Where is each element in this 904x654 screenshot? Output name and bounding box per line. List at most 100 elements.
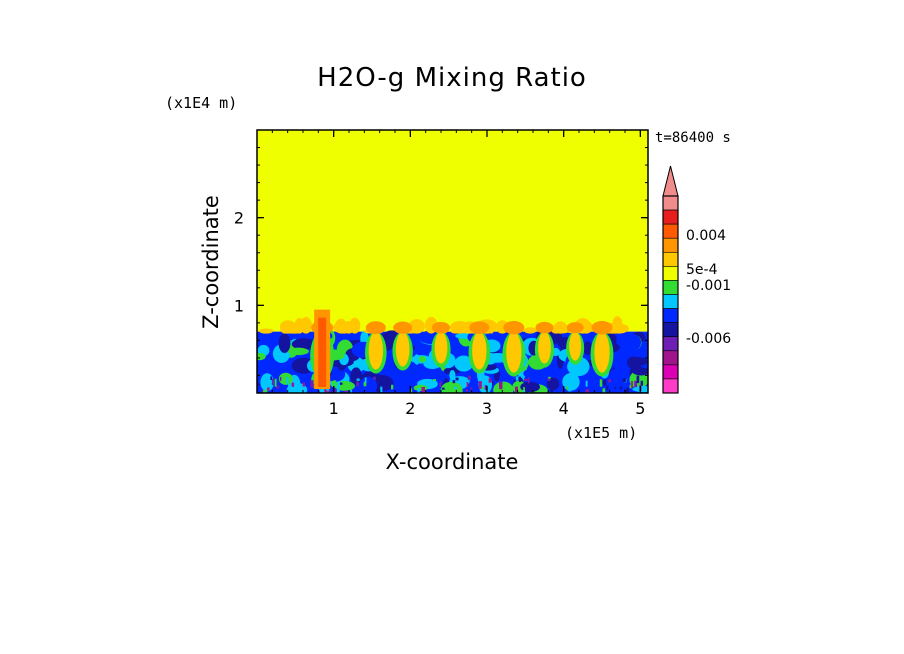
field-cell: [267, 387, 270, 391]
field-cell: [626, 387, 629, 393]
x-tick-label: 1: [329, 399, 339, 418]
colorbar-segment: [662, 195, 679, 211]
field-cell: [611, 369, 624, 389]
field-cell: [452, 380, 456, 384]
colorbar-frame: [662, 195, 679, 394]
plume-core: [368, 331, 384, 370]
field-cell: [454, 355, 474, 372]
field-cell: [602, 380, 605, 385]
field-cell: [286, 376, 289, 385]
field-cell: [425, 379, 429, 385]
field-cell: [614, 386, 617, 389]
field-cell: [499, 383, 503, 390]
plume-cap: [535, 321, 554, 334]
field-cell: [418, 355, 427, 363]
x-axis-label: X-coordinate: [386, 450, 519, 474]
field-cell: [409, 388, 413, 393]
cap-cell: [579, 320, 593, 334]
field-cell: [619, 386, 622, 390]
plume-cap: [365, 321, 386, 335]
plume-core: [472, 331, 487, 370]
field-cell: [433, 379, 437, 382]
cap-cell: [552, 328, 570, 334]
colorbar-segment: [662, 294, 679, 309]
plume-tower-core: [318, 317, 327, 387]
field-cell: [417, 387, 420, 393]
field-cell: [636, 375, 640, 384]
cap-cell: [608, 323, 629, 334]
colorbar-segment: [662, 209, 679, 225]
time-label: t=86400 s: [655, 130, 731, 146]
field-cell: [439, 381, 442, 388]
x-tick-label: 4: [559, 399, 569, 418]
plume-cap: [469, 321, 490, 335]
colorbar-segment: [662, 336, 679, 352]
field-cell: [350, 389, 353, 393]
field-cell: [291, 382, 295, 387]
field-cell: [501, 384, 505, 393]
plume-cap: [591, 320, 613, 335]
field-cell: [302, 382, 305, 387]
x-scale-label: (x1E5 m): [565, 424, 637, 442]
plume-cap: [432, 321, 450, 334]
colorbar-segment: [662, 378, 679, 394]
field-cell: [336, 385, 340, 393]
field-cell: [602, 388, 606, 393]
field-cell: [466, 381, 469, 388]
field-cell: [271, 378, 274, 386]
field-cell: [523, 369, 535, 378]
field-cell: [626, 356, 640, 369]
field-cell: [274, 378, 277, 387]
field-cell: [257, 383, 261, 386]
cap-cell: [258, 328, 274, 334]
plume-cap: [566, 322, 584, 334]
field-cell: [260, 373, 274, 392]
field-cell: [478, 381, 482, 389]
cap-cell: [342, 320, 355, 334]
field-cell: [585, 389, 589, 393]
field-cell: [339, 382, 343, 385]
field-cell: [333, 388, 337, 393]
colorbar: 0.004 5e-4-0.001 -0.006: [662, 165, 731, 394]
field-cell: [515, 376, 519, 381]
cap-cell: [450, 329, 461, 334]
field-cell: [328, 389, 331, 393]
field-cell: [422, 380, 426, 386]
field-cell: [455, 377, 459, 381]
field-cell: [515, 386, 518, 393]
field-cell: [263, 390, 267, 393]
field-cell: [287, 347, 309, 356]
x-tick-label: 2: [405, 399, 415, 418]
field-cell: [359, 376, 378, 393]
plume-core: [538, 331, 551, 364]
colorbar-segment: [662, 280, 679, 295]
field-cell: [278, 372, 293, 385]
field-cell: [391, 384, 394, 390]
field-cell: [449, 370, 456, 381]
field-cell: [547, 378, 551, 381]
y-axis-label: Z-coordinate: [199, 195, 223, 329]
field-cell: [356, 378, 360, 381]
field-cell: [629, 384, 633, 389]
field-cell: [548, 376, 551, 380]
y-tick-label: 2: [234, 209, 244, 228]
field-cell: [373, 376, 376, 380]
field-cell: [527, 377, 530, 384]
colorbar-label: -0.006: [686, 331, 731, 347]
plume-core: [395, 331, 410, 367]
field-cell: [454, 386, 457, 390]
plume-core: [506, 331, 522, 373]
field-cell: [603, 379, 607, 386]
field-cell: [325, 390, 328, 393]
field-cell: [270, 376, 273, 381]
colorbar-segment: [662, 251, 679, 267]
field-cell: [310, 380, 314, 388]
field-cell: [585, 380, 588, 387]
field-cell: [608, 379, 611, 383]
chart-title: H2O-g Mixing Ratio: [317, 63, 587, 93]
field-cell: [640, 380, 644, 386]
field-cell: [380, 386, 383, 393]
colorbar-label: 0.004: [686, 228, 726, 244]
field-cell: [566, 386, 570, 391]
colorbar-segment: [662, 237, 679, 253]
